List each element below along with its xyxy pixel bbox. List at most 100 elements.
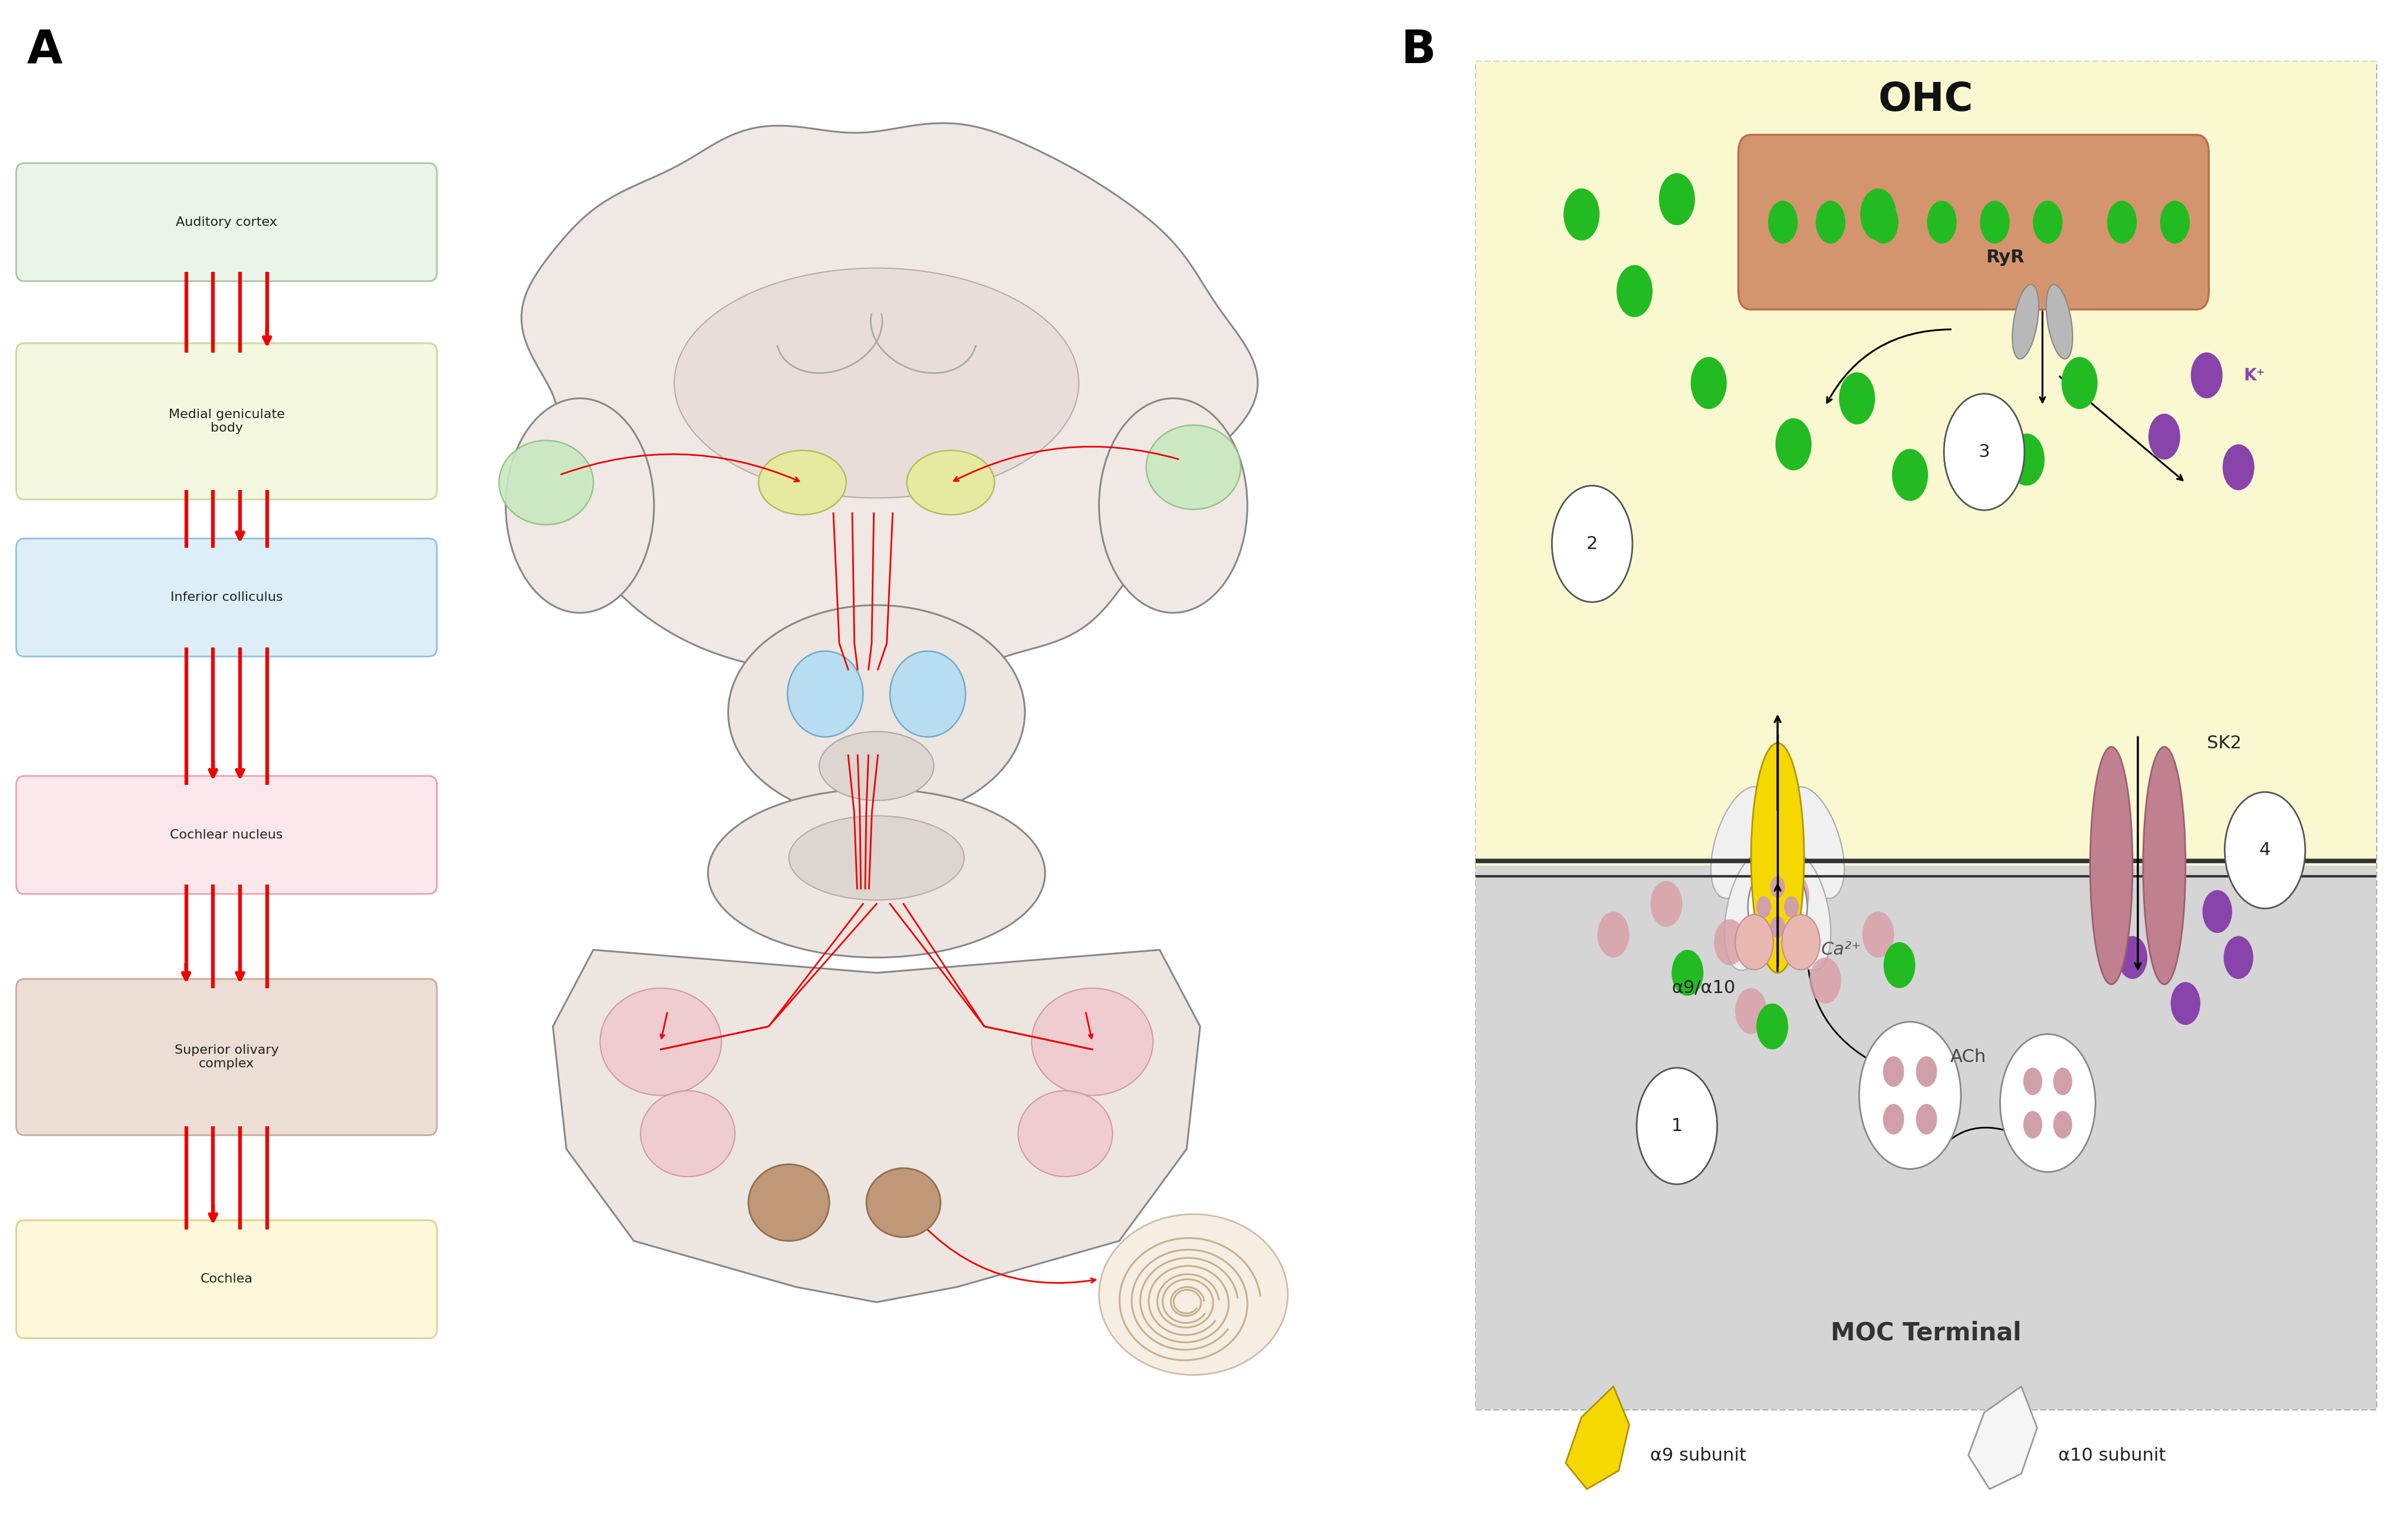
FancyBboxPatch shape (1739, 135, 2208, 309)
Polygon shape (1565, 1386, 1630, 1489)
Ellipse shape (708, 789, 1045, 958)
FancyBboxPatch shape (17, 775, 436, 895)
Circle shape (2225, 792, 2304, 908)
Polygon shape (1967, 1386, 2037, 1489)
Ellipse shape (2143, 748, 2186, 985)
Circle shape (2191, 352, 2223, 398)
Circle shape (2223, 936, 2254, 979)
Ellipse shape (674, 268, 1079, 498)
Text: Auditory cortex: Auditory cortex (176, 216, 277, 228)
Circle shape (787, 651, 862, 737)
Circle shape (1755, 896, 1772, 918)
Text: α10 subunit: α10 subunit (2059, 1446, 2165, 1465)
Circle shape (1784, 896, 1799, 918)
Circle shape (1777, 873, 1808, 919)
Ellipse shape (641, 1091, 734, 1177)
Circle shape (1671, 950, 1702, 996)
Circle shape (2032, 201, 2064, 244)
Bar (1476, 61, 2377, 1409)
Circle shape (1917, 1105, 1936, 1135)
Circle shape (891, 651, 966, 737)
Circle shape (1616, 265, 1652, 317)
Text: K⁺: K⁺ (2244, 368, 2266, 383)
Circle shape (1816, 201, 1845, 244)
Ellipse shape (1784, 787, 1845, 898)
PathPatch shape (523, 123, 1257, 699)
PathPatch shape (554, 950, 1199, 1302)
Circle shape (2054, 1111, 2073, 1138)
Ellipse shape (1777, 853, 1830, 970)
Text: B: B (1401, 28, 1438, 72)
Bar (1476, 866, 2377, 1409)
Circle shape (1955, 403, 1991, 455)
Circle shape (1659, 173, 1695, 225)
Circle shape (1775, 418, 1811, 470)
Circle shape (1770, 916, 1784, 938)
Circle shape (1563, 188, 1599, 241)
Circle shape (2001, 1034, 2095, 1172)
Circle shape (1917, 1056, 1936, 1086)
Text: Ca²⁺: Ca²⁺ (1820, 941, 1861, 959)
Text: ACh: ACh (1950, 1048, 1987, 1066)
Circle shape (2054, 1068, 2073, 1095)
Circle shape (2170, 982, 2201, 1025)
Text: Cochlea: Cochlea (200, 1273, 253, 1285)
Circle shape (1551, 486, 1633, 602)
Ellipse shape (1031, 988, 1153, 1095)
Ellipse shape (1724, 853, 1777, 970)
Text: Cochlear nucleus: Cochlear nucleus (171, 829, 284, 841)
FancyBboxPatch shape (17, 979, 436, 1135)
Text: SK2: SK2 (2206, 734, 2242, 752)
Circle shape (2203, 890, 2232, 933)
Ellipse shape (1098, 398, 1247, 613)
Circle shape (2160, 201, 2189, 244)
Ellipse shape (790, 817, 963, 901)
Circle shape (1893, 449, 1929, 501)
Ellipse shape (749, 1164, 828, 1241)
Text: 4: 4 (2259, 841, 2271, 859)
Circle shape (1840, 372, 1876, 424)
Text: α9 subunit: α9 subunit (1649, 1446, 1746, 1465)
Circle shape (2223, 444, 2254, 490)
Ellipse shape (819, 732, 934, 800)
FancyBboxPatch shape (17, 539, 436, 656)
Circle shape (1649, 881, 1683, 927)
FancyBboxPatch shape (17, 164, 436, 282)
Circle shape (2023, 1111, 2042, 1138)
Circle shape (1755, 1003, 1789, 1049)
Circle shape (1943, 394, 2025, 510)
Text: RyR: RyR (1987, 248, 2025, 267)
Circle shape (2148, 414, 2179, 460)
FancyBboxPatch shape (17, 1219, 436, 1339)
Ellipse shape (1146, 424, 1240, 509)
Ellipse shape (506, 398, 655, 613)
Circle shape (2117, 936, 2148, 979)
Text: MOC Terminal: MOC Terminal (1830, 1321, 2020, 1345)
Text: α9/α10: α9/α10 (1671, 979, 1736, 997)
Ellipse shape (2013, 285, 2040, 358)
Circle shape (2008, 434, 2044, 486)
Text: 3: 3 (1979, 443, 1989, 461)
Ellipse shape (498, 441, 592, 524)
Circle shape (1926, 201, 1958, 244)
Bar (1476, 61, 2377, 866)
Ellipse shape (867, 1167, 942, 1238)
Circle shape (1736, 988, 1767, 1034)
Text: Medial geniculate
body: Medial geniculate body (169, 409, 284, 434)
Ellipse shape (1712, 787, 1770, 898)
Ellipse shape (1098, 1213, 1288, 1376)
Circle shape (1883, 1105, 1905, 1135)
Ellipse shape (2047, 285, 2073, 358)
Ellipse shape (600, 988, 722, 1095)
Circle shape (2107, 201, 2136, 244)
Text: OHC: OHC (1878, 80, 1975, 119)
Circle shape (1883, 942, 1914, 988)
Ellipse shape (1019, 1091, 1112, 1177)
Circle shape (1736, 915, 1772, 970)
Circle shape (2061, 357, 2097, 409)
Text: 2: 2 (1587, 535, 1599, 553)
Circle shape (1861, 912, 1895, 958)
Circle shape (1597, 912, 1630, 958)
Circle shape (1861, 188, 1895, 241)
Circle shape (1808, 958, 1842, 1003)
